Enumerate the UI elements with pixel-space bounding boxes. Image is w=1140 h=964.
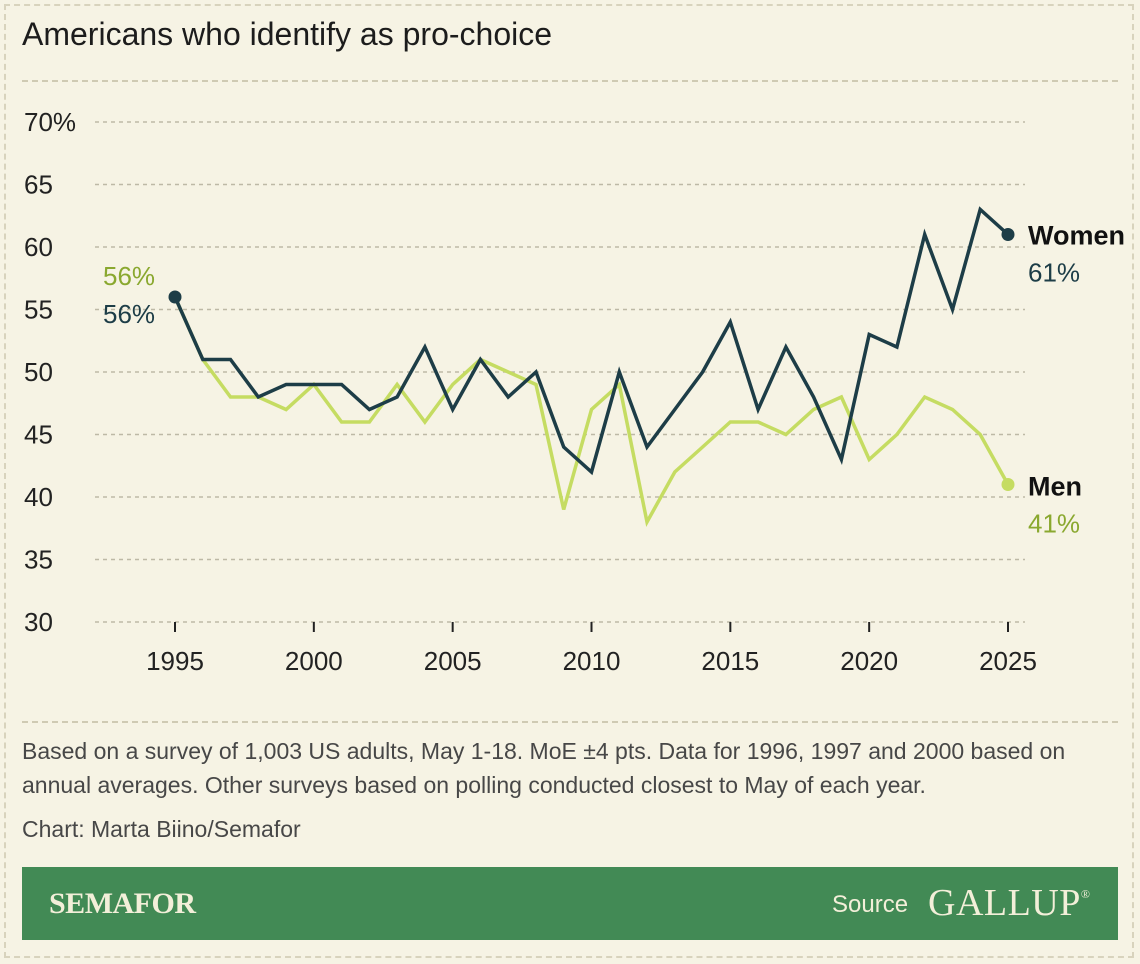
footnote: Based on a survey of 1,003 US adults, Ma… [22, 738, 1066, 798]
women-end-label: 61% [1028, 258, 1080, 288]
women-series-name: Women [1028, 221, 1125, 251]
men-end-marker [1001, 478, 1015, 491]
x-tick-label-2015: 2015 [701, 646, 759, 676]
chart-frame [4, 4, 1134, 958]
x-tick-label-2005: 2005 [424, 646, 482, 676]
y-tick-label-60: 60 [24, 232, 53, 262]
y-tick-label-55: 55 [24, 295, 53, 325]
y-tick-label-35: 35 [24, 545, 53, 575]
series-line-women [173, 206, 1010, 476]
y-tick-label-45: 45 [24, 420, 53, 450]
y-tick-label-65: 65 [24, 170, 53, 200]
women-end-marker [1001, 228, 1015, 241]
y-tick-label-40: 40 [24, 482, 53, 512]
chart-title: Americans who identify as pro-choice [22, 16, 553, 52]
x-tick-label-2000: 2000 [285, 646, 343, 676]
chart-credit: Chart: Marta Biino/Semafor [22, 816, 301, 842]
semafor-logo[interactable]: SEMAFOR [49, 887, 196, 920]
footer-bar: SEMAFOR Source GALLUP® [22, 867, 1118, 940]
gallup-logo[interactable]: GALLUP® [928, 881, 1091, 925]
men-start-label: 56% [103, 261, 155, 291]
start-point-marker [168, 290, 182, 304]
men-end-label: 41% [1028, 509, 1080, 539]
x-tick-label-2010: 2010 [563, 646, 621, 676]
y-tick-label-50: 50 [24, 357, 53, 387]
x-tick-label-1995: 1995 [146, 646, 204, 676]
source-label: Source [832, 891, 909, 918]
note-divider [22, 721, 1118, 723]
gallup-logo-text: GALLUP [928, 882, 1081, 924]
series-line-men [173, 295, 1010, 528]
women-start-label: 56% [103, 299, 155, 329]
line-chart: 30 35 40 45 50 55 60 65 70% 1995 2000 2005 2010 2015 2… [24, 107, 1125, 676]
title-divider [22, 80, 1118, 82]
registered-mark: ® [1080, 887, 1091, 901]
x-tick-label-2025: 2025 [979, 646, 1037, 676]
x-tick-label-2020: 2020 [840, 646, 898, 676]
y-tick-label-30: 30 [24, 607, 53, 637]
y-tick-label-70: 70% [24, 107, 76, 137]
men-series-name: Men [1028, 472, 1082, 502]
